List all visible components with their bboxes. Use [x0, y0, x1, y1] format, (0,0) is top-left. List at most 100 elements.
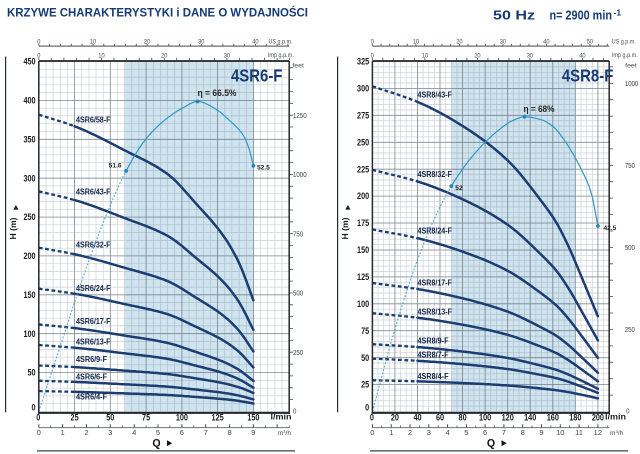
- svg-text:150: 150: [357, 244, 369, 255]
- svg-text:1250: 1250: [293, 111, 307, 120]
- svg-text:6: 6: [483, 428, 487, 437]
- svg-text:0: 0: [365, 401, 369, 412]
- svg-text:n= 2900 min: n= 2900 min: [550, 8, 613, 23]
- svg-text:50: 50: [361, 352, 369, 363]
- svg-text:100: 100: [176, 411, 188, 422]
- svg-text:25: 25: [71, 411, 79, 422]
- svg-text:30: 30: [198, 38, 205, 45]
- svg-text:4SR6/24-F: 4SR6/24-F: [76, 284, 111, 293]
- svg-text:5: 5: [464, 428, 468, 437]
- svg-text:750: 750: [625, 161, 635, 170]
- svg-text:20: 20: [391, 411, 399, 422]
- svg-text:10: 10: [98, 52, 105, 59]
- svg-text:0: 0: [371, 38, 374, 45]
- svg-text:200: 200: [357, 190, 369, 201]
- svg-text:75: 75: [142, 411, 150, 422]
- svg-text:40: 40: [413, 411, 421, 422]
- svg-text:4SR6/9-F: 4SR6/9-F: [76, 355, 107, 364]
- svg-text:20: 20: [456, 38, 463, 45]
- svg-text:1000: 1000: [293, 170, 307, 179]
- svg-text:US g.p.m.: US g.p.m.: [612, 38, 636, 45]
- svg-text:8: 8: [521, 428, 525, 437]
- svg-text:4SR6/4-F: 4SR6/4-F: [76, 393, 107, 402]
- svg-text:125: 125: [357, 271, 369, 282]
- svg-text:325: 325: [357, 56, 369, 67]
- svg-text:20: 20: [161, 52, 168, 59]
- svg-text:225: 225: [357, 163, 369, 174]
- svg-text:0: 0: [370, 428, 374, 437]
- svg-text:60: 60: [436, 411, 444, 422]
- svg-text:0: 0: [32, 401, 36, 412]
- svg-text:30: 30: [500, 38, 507, 45]
- svg-text:51.6: 51.6: [109, 163, 122, 170]
- svg-text:40: 40: [252, 38, 259, 45]
- svg-text:5: 5: [156, 428, 160, 437]
- svg-text:10: 10: [422, 52, 429, 59]
- svg-text:300: 300: [23, 172, 35, 183]
- svg-text:125: 125: [212, 411, 224, 422]
- svg-text:4SR6/6-F: 4SR6/6-F: [76, 372, 107, 381]
- svg-text:1000: 1000: [625, 79, 639, 88]
- svg-text:Imp g.p.m.: Imp g.p.m.: [268, 52, 294, 59]
- svg-text:3: 3: [427, 428, 431, 437]
- svg-text:140: 140: [524, 411, 536, 422]
- svg-text:-1: -1: [614, 8, 622, 18]
- svg-text:50: 50: [28, 367, 36, 378]
- svg-text:Q: Q: [152, 437, 160, 449]
- svg-text:Q: Q: [487, 437, 495, 449]
- svg-text:4: 4: [445, 428, 449, 437]
- svg-text:1: 1: [389, 428, 393, 437]
- svg-text:8: 8: [227, 428, 231, 437]
- svg-text:100: 100: [479, 411, 491, 422]
- svg-text:250: 250: [23, 211, 35, 222]
- svg-text:0: 0: [293, 407, 296, 416]
- svg-text:4SR8/17-F: 4SR8/17-F: [418, 279, 453, 288]
- svg-text:0: 0: [626, 407, 629, 416]
- svg-text:4SR6/32-F: 4SR6/32-F: [76, 241, 111, 250]
- svg-text:4SR8/7-F: 4SR8/7-F: [418, 351, 449, 360]
- svg-text:4SR6/13-F: 4SR6/13-F: [76, 337, 111, 346]
- svg-text:30: 30: [224, 52, 231, 59]
- svg-text:75: 75: [361, 325, 369, 336]
- svg-text:52: 52: [455, 185, 463, 192]
- svg-text:η = 68%: η = 68%: [524, 104, 555, 114]
- svg-text:40: 40: [543, 38, 550, 45]
- svg-text:500: 500: [625, 243, 635, 252]
- svg-text:feet: feet: [292, 62, 304, 69]
- svg-text:100: 100: [357, 298, 369, 309]
- svg-text:4: 4: [132, 428, 136, 437]
- svg-text:42.5: 42.5: [604, 225, 617, 232]
- svg-text:10: 10: [413, 38, 420, 45]
- svg-text:4SR6-F: 4SR6-F: [231, 65, 283, 85]
- svg-text:20: 20: [144, 38, 151, 45]
- svg-text:25: 25: [361, 379, 369, 390]
- svg-text:200: 200: [592, 411, 604, 422]
- svg-text:4SR8/9-F: 4SR8/9-F: [418, 337, 449, 346]
- svg-text:150: 150: [247, 411, 259, 422]
- svg-text:4SR6/58-F: 4SR6/58-F: [76, 115, 111, 124]
- svg-text:l/min: l/min: [605, 413, 626, 422]
- svg-text:11: 11: [575, 428, 583, 437]
- svg-text:750: 750: [293, 229, 303, 238]
- svg-text:10: 10: [556, 428, 564, 437]
- svg-text:20: 20: [474, 52, 481, 59]
- svg-text:350: 350: [23, 133, 35, 144]
- svg-text:80: 80: [459, 411, 467, 422]
- svg-text:500: 500: [293, 289, 303, 298]
- svg-text:0: 0: [36, 411, 40, 422]
- svg-text:4SR8/43-F: 4SR8/43-F: [418, 91, 453, 100]
- svg-text:150: 150: [23, 289, 35, 300]
- svg-text:9: 9: [539, 428, 543, 437]
- svg-text:0: 0: [37, 428, 41, 437]
- svg-text:200: 200: [23, 250, 35, 261]
- svg-text:0: 0: [371, 52, 374, 59]
- svg-text:50: 50: [106, 411, 114, 422]
- svg-text:US g.p.m.: US g.p.m.: [269, 38, 293, 45]
- svg-text:4SR8/32-F: 4SR8/32-F: [418, 170, 453, 179]
- svg-text:450: 450: [23, 56, 35, 67]
- svg-text:250: 250: [357, 136, 369, 147]
- svg-text:feet: feet: [625, 62, 637, 69]
- svg-text:0: 0: [37, 38, 40, 45]
- svg-text:7: 7: [502, 428, 506, 437]
- svg-text:η = 66.5%: η = 66.5%: [198, 88, 237, 98]
